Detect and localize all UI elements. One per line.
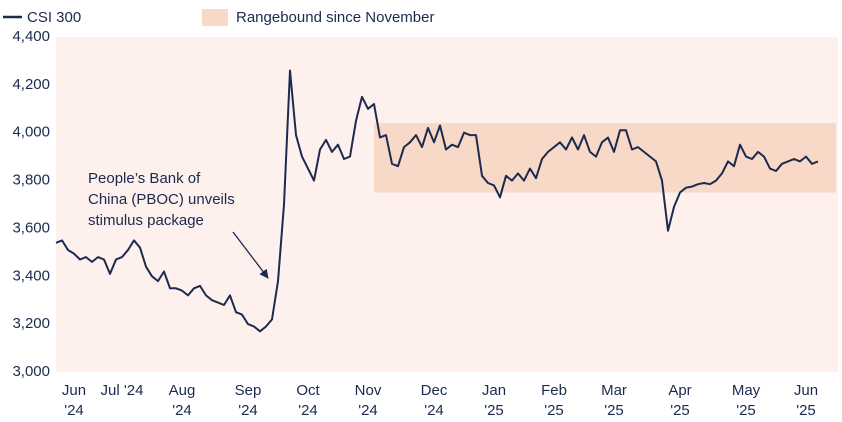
x-tick-label: Aug '24 bbox=[168, 382, 196, 419]
annotation-arrow bbox=[232, 231, 269, 279]
y-tick-label: 4,400 bbox=[12, 28, 50, 45]
y-tick-label: 4,200 bbox=[12, 76, 50, 93]
annotation-text: stimulus package bbox=[88, 212, 204, 229]
y-tick-label: 3,200 bbox=[12, 315, 50, 332]
plot-background bbox=[56, 37, 838, 372]
legend-label: CSI 300 bbox=[27, 9, 81, 26]
range-band bbox=[374, 123, 836, 193]
x-tick-label: Mar '25 bbox=[601, 382, 627, 419]
x-tick-label: Nov '24 bbox=[354, 382, 382, 419]
x-tick-label: Apr '25 bbox=[668, 382, 692, 419]
y-tick-label: 3,400 bbox=[12, 267, 50, 284]
x-tick-label: Jun '24 bbox=[61, 382, 87, 419]
legend-label: Rangebound since November bbox=[236, 9, 434, 26]
y-tick-label: 3,800 bbox=[12, 172, 50, 189]
y-tick-label: 4,000 bbox=[12, 124, 50, 141]
annotation-text: People’s Bank of bbox=[88, 170, 201, 187]
x-tick-label: Oct '24 bbox=[296, 382, 320, 419]
y-tick-label: 3,600 bbox=[12, 219, 50, 236]
annotation-text: China (PBOC) unveils bbox=[88, 191, 235, 208]
x-tick-label: May '25 bbox=[731, 382, 761, 419]
x-tick-label: Jun '25 bbox=[793, 382, 819, 419]
x-tick-label: Jul '24 bbox=[100, 382, 144, 399]
x-tick-label: Jan '25 bbox=[481, 382, 507, 419]
x-tick-label: Sep '24 bbox=[234, 382, 262, 419]
series-line bbox=[55, 69, 819, 333]
legend-swatch bbox=[202, 9, 228, 26]
x-tick-label: Feb '25 bbox=[541, 382, 567, 419]
y-tick-label: 3,000 bbox=[12, 363, 50, 380]
x-tick-label: Dec '24 bbox=[420, 382, 448, 419]
